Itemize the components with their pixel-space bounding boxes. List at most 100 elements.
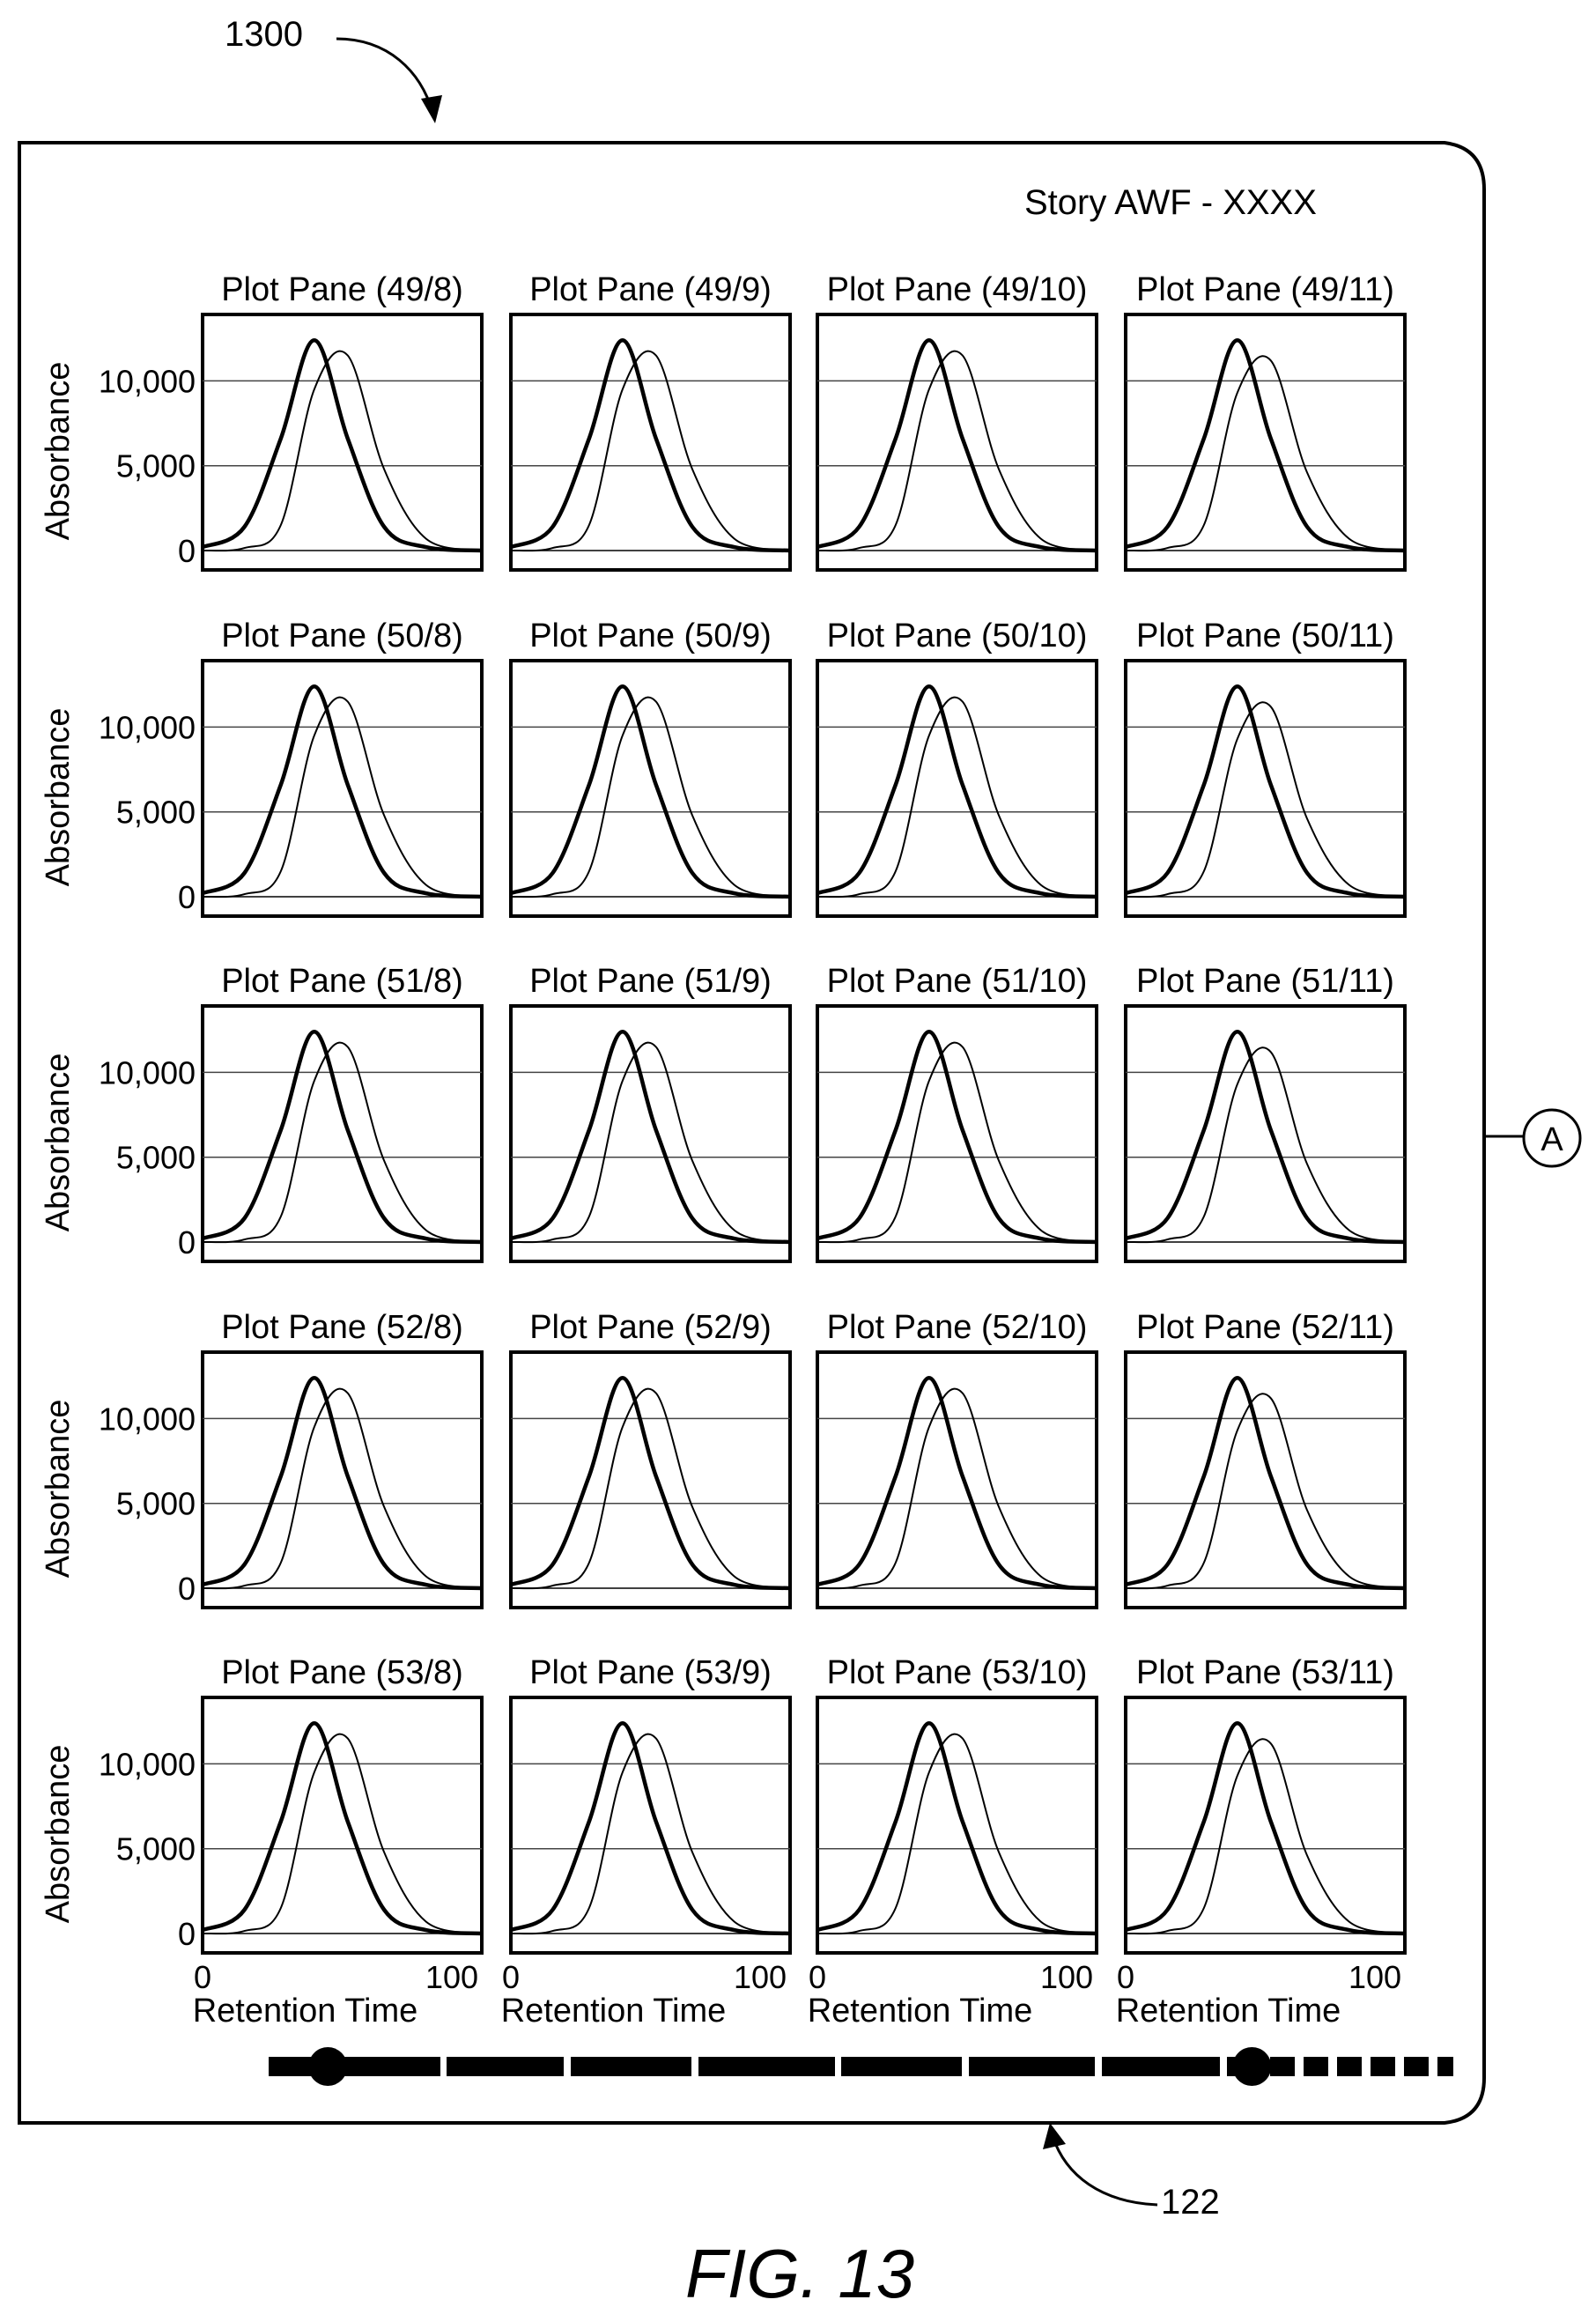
- series-line-thick: [1125, 1720, 1406, 1936]
- y-tick-label: 5,000: [116, 1831, 196, 1867]
- series-line-thick: [1125, 1375, 1406, 1591]
- slider-track-dash[interactable]: [1404, 2057, 1429, 2076]
- slider-track-dash[interactable]: [1337, 2057, 1362, 2076]
- slider-handle[interactable]: [1232, 2047, 1272, 2086]
- series-line-thin: [816, 1387, 1097, 1590]
- series-line-thick: [1125, 684, 1406, 899]
- figure-caption: FIG. 13: [685, 2235, 914, 2307]
- plot-area: [1124, 659, 1407, 918]
- plot-area: [509, 1696, 792, 1955]
- plot-pane: Plot Pane (52/10): [816, 1309, 1098, 1609]
- series-line-thick: [816, 1375, 1097, 1591]
- plot-pane-title: Plot Pane (49/11): [1136, 271, 1394, 308]
- plot-area: [816, 1350, 1098, 1609]
- plot-pane-title: Plot Pane (50/9): [529, 617, 772, 654]
- y-tick-label: 0: [178, 1224, 196, 1261]
- series-line-thick: [510, 1375, 791, 1591]
- series-line-thin: [510, 696, 791, 898]
- plot-pane-title: Plot Pane (50/11): [1136, 617, 1394, 654]
- series-line-thin: [1125, 701, 1406, 898]
- slider-track-dash[interactable]: [1437, 2057, 1453, 2076]
- slider-ref-arrowhead: [1043, 2123, 1066, 2149]
- plot-pane: Plot Pane (53/10): [816, 1654, 1098, 1955]
- series-line-thin: [202, 1733, 483, 1935]
- plot-pane: Plot Pane (50/11): [1124, 617, 1407, 918]
- slider-track-segment[interactable]: [1102, 2057, 1220, 2076]
- plot-area: [1124, 1350, 1407, 1609]
- slider-track-segment[interactable]: [969, 2057, 1095, 2076]
- slider-track-segment[interactable]: [841, 2057, 962, 2076]
- y-tick-label: 0: [178, 1571, 196, 1607]
- figure-ref-arrow: [336, 37, 435, 115]
- series-line-thin: [1125, 1046, 1406, 1244]
- plot-pane: Plot Pane (49/11): [1124, 271, 1407, 572]
- slider-track-segment[interactable]: [269, 2057, 440, 2076]
- series-line-thin: [816, 1733, 1097, 1935]
- slider-track-segment[interactable]: [571, 2057, 691, 2076]
- plot-pane: Plot Pane (51/11): [1124, 963, 1407, 1263]
- window-border: [18, 141, 1486, 2125]
- x-axis-label: Retention Time: [501, 1993, 727, 2030]
- y-tick-label: 10,000: [99, 709, 196, 745]
- series-line-thick: [1125, 1029, 1406, 1245]
- x-tick-label: 0: [809, 1959, 826, 1995]
- series-line-thick: [202, 684, 483, 899]
- slider-ref-number: 122: [1161, 2183, 1220, 2222]
- y-tick-label: 5,000: [116, 448, 196, 484]
- plot-pane: Plot Pane (52/11): [1124, 1309, 1407, 1609]
- plot-pane: Plot Pane (52/8) 0 5,000 10,000 Absorbance: [40, 1309, 484, 1609]
- series-line-thin: [1125, 355, 1406, 552]
- plot-area: [201, 1004, 484, 1263]
- plot-pane-title: Plot Pane (51/9): [529, 963, 772, 1000]
- series-line-thin: [816, 350, 1097, 552]
- slider-track-segment[interactable]: [447, 2057, 564, 2076]
- series-line-thick: [510, 1720, 791, 1936]
- plot-area: [1124, 1004, 1407, 1263]
- series-line-thick: [816, 337, 1097, 553]
- slider-track-dash[interactable]: [1270, 2057, 1295, 2076]
- slider-track-dash[interactable]: [1304, 2057, 1328, 2076]
- x-tick-label: 0: [1117, 1959, 1134, 1995]
- series-line-thick: [816, 684, 1097, 899]
- series-line-thick: [202, 1375, 483, 1591]
- plot-pane: Plot Pane (49/9): [509, 271, 792, 572]
- y-tick-label: 10,000: [99, 1401, 196, 1437]
- plot-pane: Plot Pane (51/10): [816, 963, 1098, 1263]
- plot-pane: Plot Pane (52/9): [509, 1309, 792, 1609]
- series-line-thin: [510, 1041, 791, 1244]
- slider-track-dash[interactable]: [1371, 2057, 1395, 2076]
- y-tick-label: 0: [178, 1916, 196, 1952]
- plot-pane-title: Plot Pane (49/9): [529, 271, 772, 308]
- x-axis-label: Retention Time: [1116, 1993, 1341, 2030]
- plot-pane: Plot Pane (50/10): [816, 617, 1098, 918]
- series-line-thin: [1125, 1738, 1406, 1935]
- figure-ref-arrowhead: [421, 95, 442, 123]
- plot-area: [816, 1696, 1098, 1955]
- timeline-slider[interactable]: [269, 2047, 1453, 2086]
- series-line-thick: [816, 1029, 1097, 1245]
- plot-area: [816, 1004, 1098, 1263]
- y-axis-label: Absorbance: [40, 1745, 77, 1924]
- plot-pane-title: Plot Pane (53/11): [1136, 1654, 1394, 1691]
- slider-track-segment[interactable]: [698, 2057, 835, 2076]
- plot-area: [1124, 1696, 1407, 1955]
- x-axis-label: Retention Time: [808, 1993, 1033, 2030]
- figure-frame: 1300 Story AWF - XXXX A 122 FIG. 13: [18, 15, 1582, 2307]
- slider-handle[interactable]: [308, 2047, 348, 2086]
- connector-circle: [1522, 1108, 1582, 1168]
- plot-pane-title: Plot Pane (52/8): [221, 1309, 463, 1346]
- plot-area: [201, 313, 484, 572]
- plot-pane: Plot Pane (49/8) 0 5,000 10,000 Absorbance: [40, 271, 484, 572]
- series-line-thin: [202, 1387, 483, 1590]
- y-tick-label: 5,000: [116, 1140, 196, 1176]
- plot-pane-title: Plot Pane (51/8): [221, 963, 463, 1000]
- plot-area: [201, 1350, 484, 1609]
- plot-pane-title: Plot Pane (51/10): [827, 963, 1088, 1000]
- y-axis-label: Absorbance: [40, 362, 77, 541]
- connector-label: A: [1541, 1121, 1563, 1158]
- plot-pane-title: Plot Pane (50/10): [827, 617, 1088, 654]
- y-tick-label: 0: [178, 533, 196, 569]
- series-line-thin: [816, 696, 1097, 898]
- plot-pane-title: Plot Pane (53/10): [827, 1654, 1088, 1691]
